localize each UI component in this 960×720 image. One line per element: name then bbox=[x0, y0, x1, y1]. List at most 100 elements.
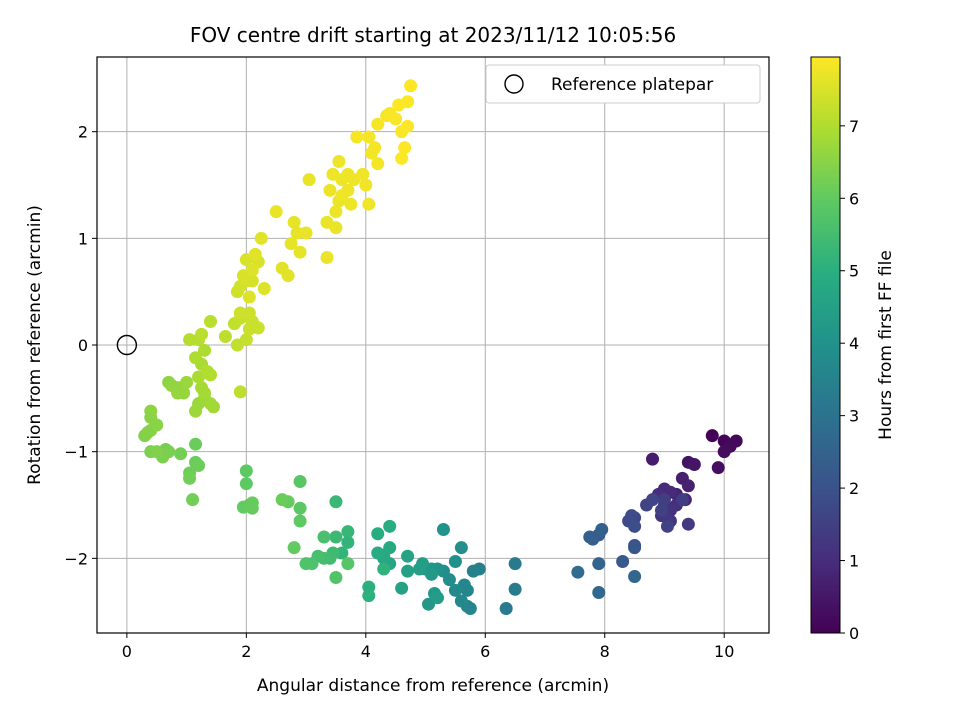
x-tick-label: 4 bbox=[361, 642, 371, 661]
data-point bbox=[150, 445, 164, 459]
data-point bbox=[329, 221, 343, 235]
data-point bbox=[203, 368, 217, 382]
data-point bbox=[711, 461, 725, 475]
data-point bbox=[628, 541, 642, 555]
data-point bbox=[203, 315, 217, 329]
data-point bbox=[499, 601, 513, 615]
data-point bbox=[404, 79, 418, 93]
data-point bbox=[398, 141, 412, 155]
data-point bbox=[195, 327, 209, 341]
data-point bbox=[341, 557, 355, 571]
data-point bbox=[239, 464, 253, 478]
data-point bbox=[571, 565, 585, 579]
data-point bbox=[371, 527, 385, 541]
data-point bbox=[186, 493, 200, 507]
data-point bbox=[284, 237, 298, 251]
data-point bbox=[302, 173, 316, 187]
data-point bbox=[144, 404, 158, 418]
colorbar-tick-label: 5 bbox=[849, 262, 859, 281]
data-point bbox=[717, 445, 731, 459]
data-point bbox=[657, 493, 671, 507]
data-point bbox=[454, 541, 468, 555]
data-point bbox=[218, 329, 232, 343]
x-tick-label: 10 bbox=[714, 642, 734, 661]
y-tick-label: −2 bbox=[64, 549, 88, 568]
y-tick-label: 1 bbox=[78, 229, 88, 248]
data-point bbox=[681, 479, 695, 493]
data-point bbox=[448, 555, 462, 569]
x-tick-label: 8 bbox=[600, 642, 610, 661]
colorbar-tick-label: 6 bbox=[849, 189, 859, 208]
legend-entry-reference: Reference platepar bbox=[551, 75, 713, 95]
data-point bbox=[183, 471, 197, 485]
data-point bbox=[675, 493, 689, 507]
data-point bbox=[436, 523, 450, 537]
data-point bbox=[189, 351, 203, 365]
data-point bbox=[383, 519, 397, 533]
data-point bbox=[705, 429, 719, 443]
colorbar-tick-label: 2 bbox=[849, 479, 859, 498]
data-point bbox=[323, 183, 337, 197]
data-point bbox=[341, 183, 355, 197]
colorbar-label: Hours from first FF file bbox=[876, 250, 896, 440]
data-point bbox=[654, 503, 668, 517]
data-point bbox=[377, 562, 391, 576]
data-point bbox=[430, 591, 444, 605]
data-point bbox=[448, 583, 462, 597]
data-point bbox=[425, 567, 439, 581]
data-point bbox=[317, 530, 331, 544]
data-point bbox=[332, 155, 346, 169]
data-point bbox=[329, 571, 343, 585]
data-point bbox=[466, 564, 480, 578]
data-point bbox=[287, 541, 301, 555]
data-point bbox=[183, 333, 197, 347]
data-point bbox=[401, 95, 415, 109]
data-point bbox=[326, 167, 340, 181]
data-point bbox=[356, 167, 370, 181]
data-point bbox=[401, 119, 415, 133]
data-point bbox=[281, 269, 295, 283]
reference-marker bbox=[116, 334, 138, 356]
data-point bbox=[293, 475, 307, 489]
data-point bbox=[329, 205, 343, 219]
reference-marker-group bbox=[116, 334, 138, 356]
scatter-points bbox=[138, 79, 743, 615]
data-point bbox=[628, 519, 642, 533]
data-point bbox=[371, 546, 385, 560]
data-point bbox=[329, 495, 343, 509]
colorbar-tick-label: 4 bbox=[849, 334, 859, 353]
x-tick-label: 0 bbox=[122, 642, 132, 661]
data-point bbox=[592, 585, 606, 599]
data-point bbox=[508, 582, 522, 596]
data-point bbox=[192, 459, 206, 473]
data-point bbox=[413, 562, 427, 576]
chart-title: FOV centre drift starting at 2023/11/12 … bbox=[190, 23, 676, 47]
data-point bbox=[335, 546, 349, 560]
data-point bbox=[198, 343, 212, 357]
y-tick-label: −1 bbox=[64, 443, 88, 462]
colorbar-tick-label: 0 bbox=[849, 624, 859, 643]
colorbar-gradient bbox=[810, 56, 841, 634]
data-point bbox=[395, 581, 409, 595]
colorbar-ticks: 0 1 2 3 4 5 6 7 bbox=[840, 117, 859, 643]
data-point bbox=[371, 157, 385, 171]
data-point bbox=[362, 197, 376, 211]
legend-reference-marker bbox=[504, 74, 524, 94]
data-point bbox=[189, 437, 203, 451]
data-point bbox=[341, 535, 355, 549]
y-axis-ticks: −2 −1 0 1 2 bbox=[64, 123, 97, 568]
legend-box bbox=[485, 64, 761, 104]
data-point bbox=[290, 226, 304, 240]
data-point bbox=[257, 281, 271, 295]
y-tick-label: 0 bbox=[78, 336, 88, 355]
data-point bbox=[454, 594, 468, 608]
data-point bbox=[628, 569, 642, 583]
legend: Reference platepar bbox=[485, 64, 761, 104]
data-point bbox=[242, 306, 256, 320]
data-point bbox=[287, 215, 301, 229]
x-tick-label: 6 bbox=[480, 642, 490, 661]
data-point bbox=[177, 386, 191, 400]
data-point bbox=[389, 112, 403, 126]
data-point bbox=[329, 530, 343, 544]
